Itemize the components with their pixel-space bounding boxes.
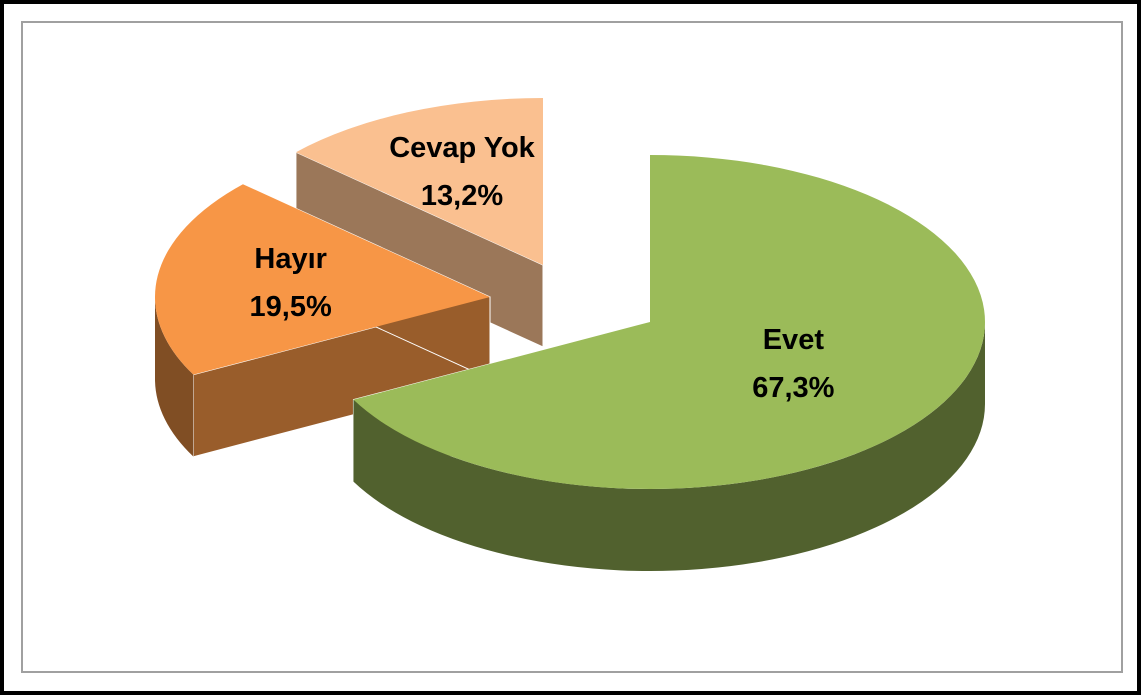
slice-label: Hayır (254, 243, 327, 275)
slice-label: Evet (763, 324, 825, 356)
slice (295, 98, 543, 265)
value-label: 19,5% (250, 291, 332, 323)
slice (353, 155, 985, 489)
value-label: 13,2% (421, 180, 503, 212)
slice-wall (155, 297, 194, 457)
slice-label: Cevap Yok (389, 132, 535, 164)
slice (155, 184, 490, 375)
slice-wall (353, 322, 985, 571)
value-label: 67,3% (752, 372, 834, 404)
